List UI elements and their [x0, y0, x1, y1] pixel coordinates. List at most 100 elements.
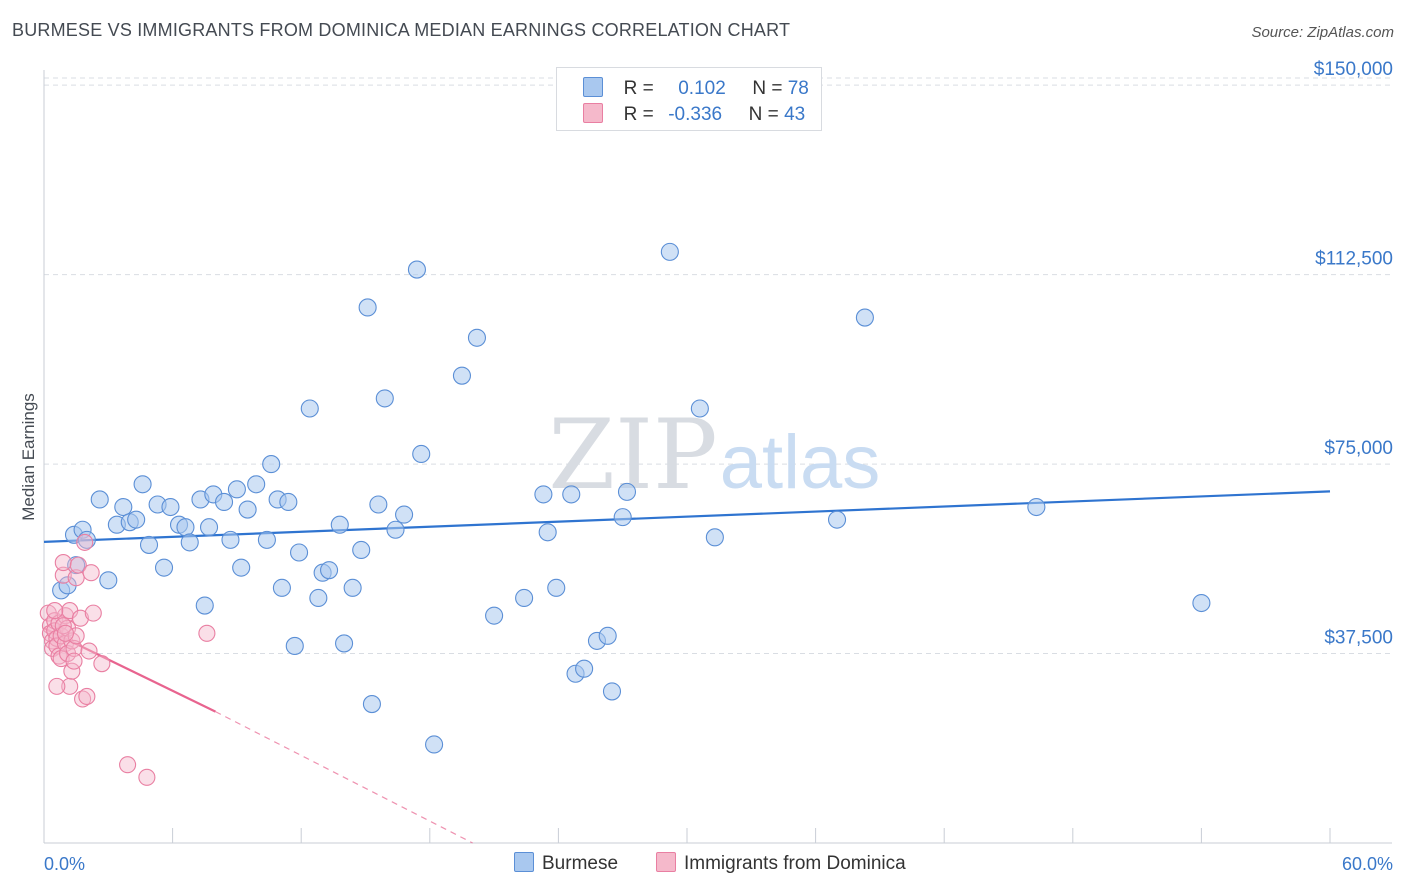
point-burmese — [154, 558, 174, 577]
point-burmese — [214, 492, 234, 512]
point-dominica — [67, 569, 85, 587]
axis-labels: $37,500 $75,000 $112,500 $150,000 0.0% 60.0% M… — [19, 59, 1393, 874]
point-burmese — [369, 495, 388, 514]
point-burmese — [515, 588, 534, 608]
y-tick-label: $112,500 — [1315, 249, 1393, 270]
point-dominica — [46, 602, 64, 620]
point-burmese — [247, 475, 266, 494]
source-credit: Source: ZipAtlas.com — [1251, 24, 1394, 41]
point-dominica — [69, 556, 87, 574]
r-label: R = — [623, 78, 654, 99]
point-burmese — [180, 533, 199, 552]
point-dominica — [54, 554, 72, 572]
point-dominica — [78, 687, 96, 706]
point-burmese — [352, 540, 371, 560]
point-burmese — [309, 588, 328, 608]
point-dominica — [84, 604, 102, 622]
n-label: N = — [752, 78, 783, 99]
point-burmese — [1027, 497, 1046, 517]
legend-row-dominica: R = -0.336 N = 43 — [583, 103, 805, 127]
x-tick-label: 60.0% — [1342, 854, 1393, 874]
point-burmese — [343, 578, 362, 597]
point-burmese — [425, 735, 444, 754]
trend-line-dominica — [43, 627, 216, 713]
point-burmese — [285, 636, 304, 656]
bottom-legend-dominica: Immigrants from Dominica — [656, 852, 906, 875]
point-burmese — [407, 260, 426, 279]
point-burmese — [562, 485, 581, 504]
point-burmese — [199, 518, 219, 537]
point-dominica — [138, 768, 156, 786]
point-burmese — [362, 695, 381, 714]
trend-line-burmese — [43, 490, 1331, 543]
point-dominica — [67, 627, 85, 645]
point-burmese — [538, 523, 557, 542]
burmese-swatch — [583, 77, 603, 97]
point-dominica — [82, 564, 100, 582]
point-burmese — [358, 298, 377, 317]
point-burmese — [412, 444, 431, 464]
y-tick-label: $150,000 — [1314, 59, 1393, 80]
point-burmese — [617, 482, 637, 501]
point-burmese — [257, 530, 276, 549]
point-burmese — [300, 399, 319, 418]
dominica-swatch — [656, 852, 676, 872]
point-burmese — [547, 578, 566, 597]
point-burmese — [161, 497, 180, 517]
point-burmese — [855, 308, 874, 327]
point-burmese — [320, 561, 339, 580]
y-axis-title: Median Earnings — [19, 393, 38, 521]
point-burmese — [232, 558, 251, 577]
data-points — [39, 242, 1211, 786]
y-tick-label: $75,000 — [1324, 438, 1393, 459]
watermark: ZIP atlas — [548, 399, 880, 511]
point-burmese — [575, 659, 594, 678]
axes — [43, 70, 1392, 844]
point-burmese — [279, 492, 298, 512]
point-burmese — [139, 535, 159, 554]
point-burmese — [386, 520, 405, 539]
point-burmese — [272, 578, 291, 597]
point-burmese — [613, 508, 632, 527]
point-burmese — [330, 515, 349, 534]
point-burmese — [176, 518, 195, 537]
point-dominica — [76, 533, 94, 551]
burmese-swatch — [514, 852, 534, 872]
chart-title: BURMESE VS IMMIGRANTS FROM DOMINICA MEDI… — [12, 20, 791, 40]
burmese-label: Burmese — [542, 853, 619, 874]
point-burmese — [467, 328, 487, 347]
r-value: -0.336 — [668, 104, 723, 125]
point-burmese — [827, 510, 847, 529]
r-value: 0.102 — [678, 78, 726, 99]
point-dominica — [119, 756, 137, 774]
point-burmese — [395, 505, 414, 524]
point-dominica — [198, 624, 216, 642]
point-burmese — [375, 389, 394, 408]
y-tick-label: $37,500 — [1324, 628, 1393, 649]
point-dominica — [93, 655, 111, 673]
point-burmese — [690, 399, 709, 418]
point-burmese — [99, 571, 118, 590]
point-burmese — [127, 510, 146, 529]
point-dominica — [63, 662, 81, 680]
point-dominica — [56, 624, 74, 642]
point-burmese — [133, 475, 152, 494]
point-burmese — [534, 485, 553, 504]
point-burmese — [114, 497, 133, 517]
point-burmese — [452, 366, 472, 385]
watermark-atlas: atlas — [720, 420, 881, 505]
point-dominica — [71, 609, 89, 627]
legend-row-burmese: R = 0.102 N = 78 — [583, 77, 809, 101]
dominica-label: Immigrants from Dominica — [684, 853, 906, 874]
point-burmese — [1192, 593, 1211, 613]
point-burmese — [705, 528, 724, 547]
point-dominica — [65, 639, 83, 658]
point-burmese — [238, 500, 257, 519]
point-dominica — [54, 566, 72, 584]
point-burmese — [221, 530, 240, 549]
point-burmese — [598, 626, 617, 645]
point-burmese — [77, 530, 96, 549]
n-value: 43 — [784, 104, 806, 125]
dominica-swatch — [583, 103, 603, 123]
